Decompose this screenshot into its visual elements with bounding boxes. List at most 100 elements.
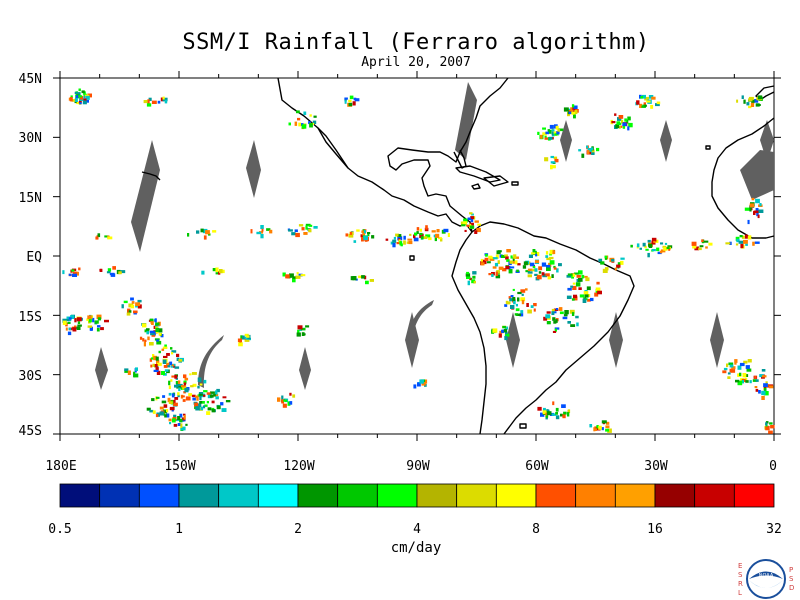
latitude-labels: 45N 30N 15N EQ 15S 30S 45S (19, 72, 43, 439)
rain-cell (203, 390, 208, 393)
rain-cell (107, 236, 113, 240)
rain-cell (470, 222, 474, 226)
missing-swath (660, 120, 672, 162)
rain-cell (352, 101, 356, 106)
rain-cell (594, 428, 598, 431)
rain-cell (104, 235, 109, 238)
rain-cell (502, 325, 506, 329)
rain-cell (574, 110, 578, 115)
colorbar-swatch (99, 483, 140, 508)
rain-cell (534, 268, 538, 272)
rain-cell (591, 152, 595, 155)
rain-cell (238, 342, 243, 347)
rain-cell (348, 102, 353, 107)
rain-cell (309, 123, 313, 128)
rain-cell (537, 131, 540, 135)
rain-cell (618, 126, 621, 129)
rain-cell (173, 402, 178, 407)
rain-cell (495, 254, 499, 259)
rain-cell (417, 382, 421, 387)
rain-cell (660, 249, 666, 253)
rain-cell (300, 327, 306, 331)
rain-cell (447, 233, 450, 237)
coastline-baja (317, 127, 349, 169)
rain-cell (464, 229, 467, 232)
rain-cell (184, 377, 189, 381)
rain-cell (150, 364, 153, 368)
rain-cell (149, 330, 155, 334)
rain-cell (467, 280, 470, 286)
rain-cell (81, 90, 85, 94)
rain-cell (668, 248, 671, 251)
rain-cell (131, 301, 135, 304)
rain-cell (551, 165, 556, 169)
rain-cell (176, 383, 180, 387)
rain-cell (303, 111, 307, 115)
coastline-hispaniola (483, 175, 509, 187)
rain-cell (513, 254, 517, 259)
rain-cell (578, 278, 583, 282)
missing-swath (710, 312, 724, 368)
rain-cell (199, 393, 203, 396)
rain-cell (763, 391, 769, 396)
rain-cell (663, 246, 668, 251)
rain-cell (590, 297, 594, 302)
rain-cell (525, 288, 528, 291)
rain-cell (308, 228, 312, 233)
rain-cell (162, 413, 166, 416)
rain-cell (301, 227, 305, 231)
rain-cell (597, 290, 602, 295)
rain-cell (288, 229, 293, 232)
lon-label: 180E (45, 459, 76, 474)
rain-cell (177, 394, 180, 398)
rain-cell (428, 237, 432, 241)
rain-cell (750, 102, 755, 107)
rain-cell (79, 102, 82, 105)
rain-cell (598, 425, 602, 430)
rain-cell (190, 385, 194, 388)
rain-cell (171, 375, 177, 378)
rain-cell (143, 341, 146, 347)
rain-cell (562, 414, 566, 419)
rain-cell (166, 363, 170, 366)
rain-cell (763, 387, 767, 391)
rain-cell (527, 271, 533, 274)
rain-cell (213, 393, 219, 397)
rain-cell (741, 235, 745, 239)
rain-cell (282, 272, 286, 277)
rain-cell (414, 232, 418, 236)
rain-cell (152, 363, 155, 367)
rain-cell (549, 253, 552, 256)
colorbar-swatch (654, 483, 696, 508)
rain-cell (541, 262, 547, 267)
rain-cell (296, 110, 300, 114)
noaa-wave-icon (749, 580, 783, 588)
rain-cell (181, 395, 185, 398)
rain-cell (642, 242, 646, 247)
rain-cell (549, 124, 554, 129)
rain-cell (130, 297, 134, 301)
rain-cell (521, 293, 524, 296)
rain-cell (573, 294, 578, 298)
rain-cell (150, 333, 155, 336)
rain-cell (168, 392, 172, 396)
rain-cell (159, 411, 164, 416)
rain-cell (586, 286, 591, 291)
rain-cell (768, 430, 773, 434)
rain-cell (582, 298, 587, 303)
colorbar-tick-label: 16 (647, 522, 663, 537)
rain-cell (576, 322, 579, 327)
colorbar-swatch (257, 483, 299, 508)
lon-label: 120W (283, 459, 314, 474)
rain-cell (542, 127, 546, 130)
rain-cell (151, 334, 156, 337)
rain-cell (344, 100, 347, 104)
rain-cell (71, 99, 76, 102)
rain-cell (567, 321, 571, 324)
rain-cell (470, 218, 474, 223)
rain-cell (296, 272, 299, 275)
rain-cell (611, 258, 615, 262)
rain-cell (748, 105, 752, 109)
rain-cell (628, 122, 633, 128)
rain-cell (529, 262, 535, 267)
